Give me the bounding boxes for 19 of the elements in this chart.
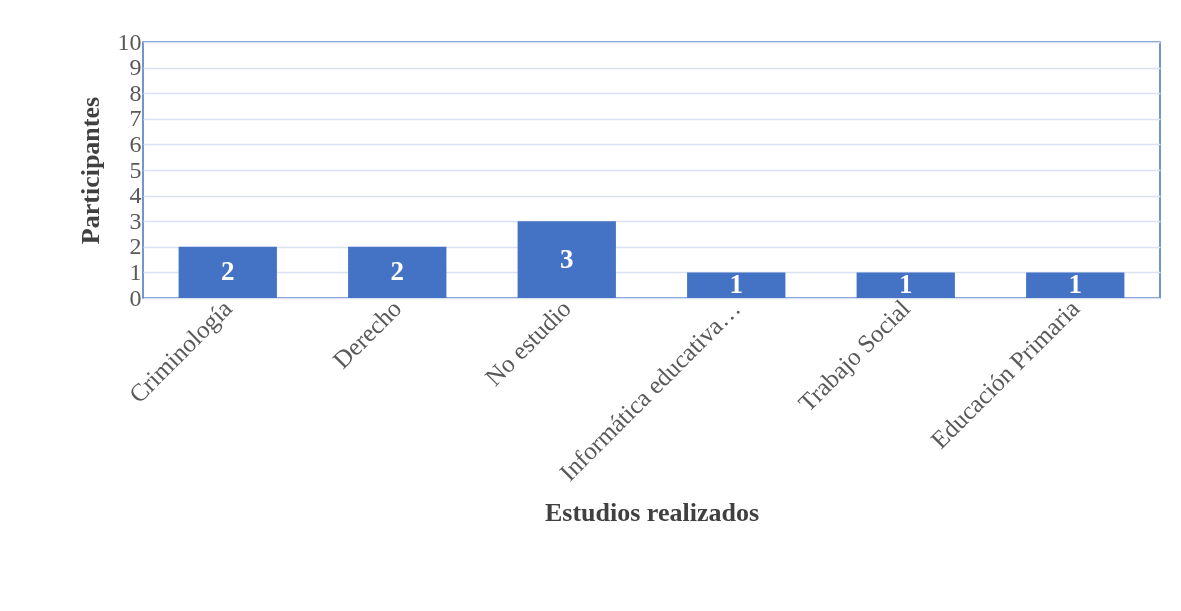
data-label: 3 <box>560 243 574 274</box>
y-tick-label: 4 <box>129 182 142 209</box>
data-label: 1 <box>899 269 913 300</box>
y-axis-title: Participantes <box>75 96 105 245</box>
data-label: 1 <box>729 269 743 300</box>
data-label: 1 <box>1068 269 1082 300</box>
y-tick-label: 3 <box>129 207 142 234</box>
x-axis-title: Estudios realizados <box>544 497 760 527</box>
y-tick-label: 6 <box>129 130 142 157</box>
y-tick-label: 2 <box>129 233 142 260</box>
y-tick-label: 7 <box>129 105 142 132</box>
y-tick-label: 9 <box>129 54 142 81</box>
data-label: 2 <box>390 256 404 287</box>
y-tick-label: 10 <box>117 28 142 55</box>
y-tick-label: 0 <box>129 284 142 311</box>
y-tick-label: 1 <box>129 258 142 285</box>
y-tick-label: 8 <box>129 79 142 106</box>
y-tick-label: 5 <box>129 156 142 183</box>
data-label: 2 <box>221 256 235 287</box>
